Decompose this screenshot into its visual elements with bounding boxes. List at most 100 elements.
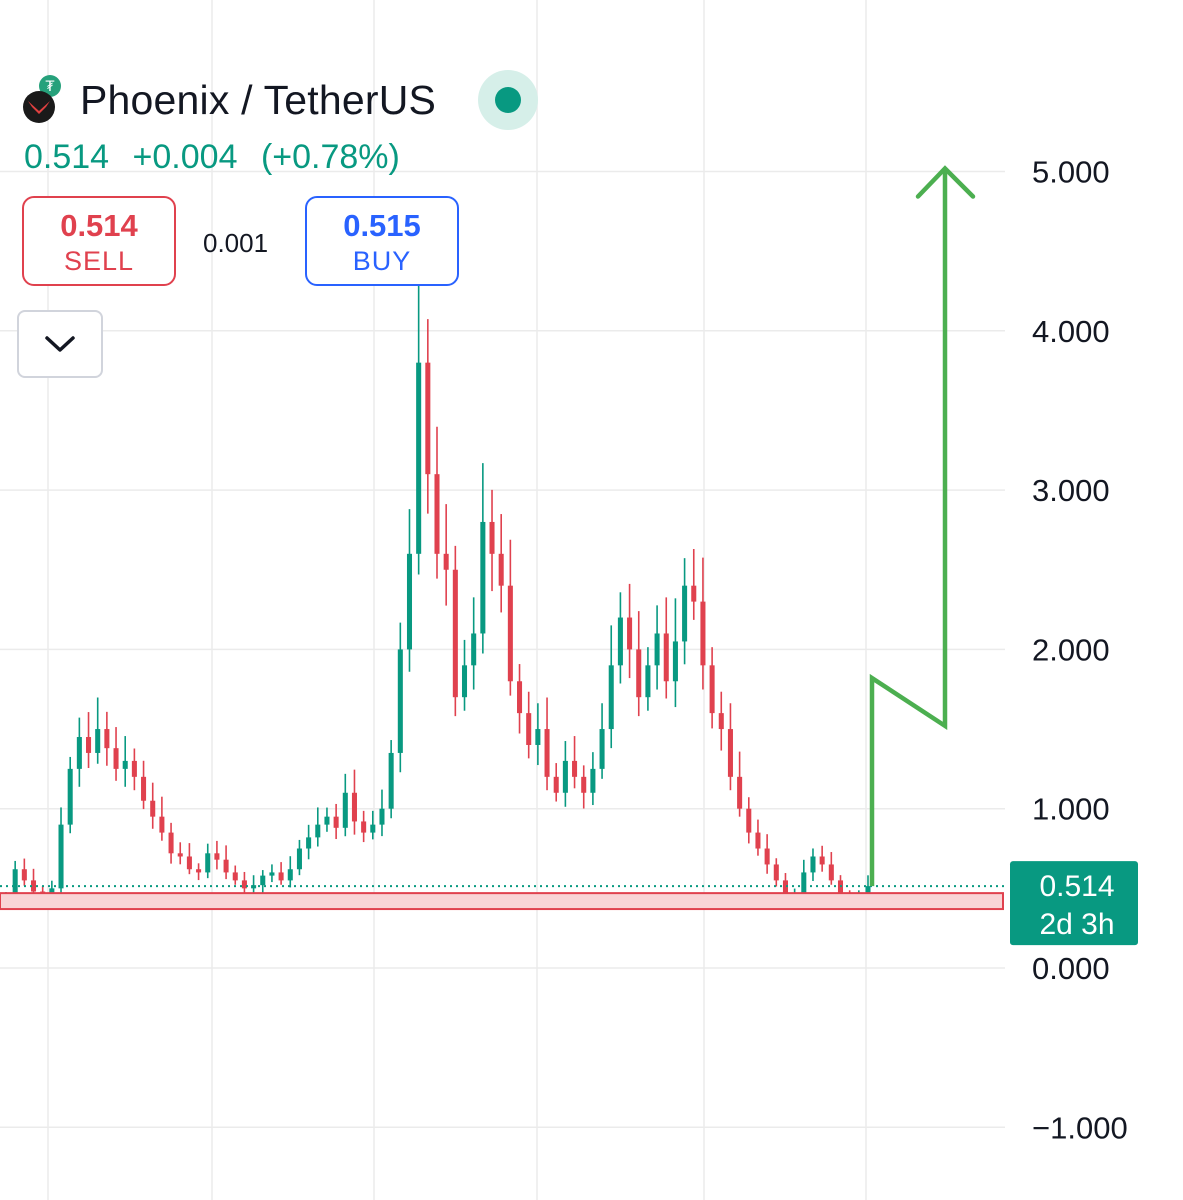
candle: [388, 740, 394, 819]
candle: [663, 597, 669, 699]
candle-body: [682, 585, 688, 642]
candle-body: [406, 553, 413, 650]
candle: [251, 875, 257, 894]
candle-body: [141, 776, 147, 801]
buy-price: 0.515: [343, 208, 421, 243]
candle-body: [627, 617, 633, 650]
candle: [241, 871, 247, 895]
candle-body: [737, 776, 743, 809]
candle: [76, 717, 82, 787]
price-tag: [1010, 861, 1138, 946]
collapse-button[interactable]: [17, 310, 103, 378]
spread-value: 0.001: [203, 228, 269, 258]
candle-body: [608, 665, 614, 730]
candle-body: [315, 824, 321, 838]
candle: [645, 647, 651, 711]
candle-body: [526, 713, 532, 745]
candle: [159, 796, 165, 841]
candle: [810, 848, 816, 882]
candle-body: [700, 601, 706, 666]
candle-body: [755, 832, 761, 849]
candle-body: [205, 853, 211, 873]
candle-body: [306, 837, 312, 849]
candle: [287, 856, 293, 888]
candle: [452, 545, 458, 717]
candle-body: [223, 859, 229, 873]
candle-body: [214, 853, 220, 860]
candle-body: [159, 816, 165, 833]
chart-overlays: [0, 165, 1005, 911]
candle: [379, 789, 385, 837]
candle: [737, 751, 743, 817]
candle: [691, 548, 697, 620]
y-tick-label: 0.000: [1032, 951, 1110, 986]
candle: [269, 864, 275, 883]
symbol-title[interactable]: Phoenix / TetherUS: [80, 76, 437, 123]
candle: [755, 819, 761, 856]
market-status-indicator[interactable]: [478, 70, 539, 130]
candle-body: [663, 633, 669, 682]
candle: [397, 622, 403, 773]
candle: [150, 782, 156, 829]
candle: [416, 282, 422, 575]
candle-body: [709, 665, 715, 714]
candle: [205, 843, 211, 879]
candle-body: [241, 880, 247, 889]
candle: [709, 647, 715, 729]
candle-body: [95, 729, 101, 753]
candle: [406, 509, 413, 672]
candle: [86, 712, 92, 768]
candle: [718, 691, 724, 751]
candle-body: [672, 641, 678, 682]
candle: [526, 691, 532, 759]
quote-line: 0.514 +0.004 (+0.78%): [24, 138, 414, 177]
projection-arrowhead: [915, 165, 976, 199]
candle: [617, 592, 623, 684]
candle-body: [342, 792, 348, 828]
candle-body: [104, 729, 110, 749]
candle: [425, 319, 431, 514]
sell-button[interactable]: 0.514 SELL: [22, 196, 176, 286]
candle-body: [58, 824, 64, 889]
candle: [361, 810, 367, 843]
candle: [122, 736, 128, 787]
candle-body: [801, 872, 807, 897]
candle: [498, 514, 504, 613]
candle: [260, 870, 266, 893]
candle: [471, 597, 477, 690]
candle: [700, 557, 706, 690]
candle-body: [782, 880, 788, 902]
candle-body: [727, 729, 733, 777]
market-open-dot-icon: [495, 87, 522, 113]
candle: [590, 752, 596, 806]
price-axis: −1.000 0.000 1.000 2.000 3.000 4.000 5.000 0.51…: [1010, 155, 1138, 1145]
y-tick-label: −1.000: [1032, 1110, 1128, 1145]
candle-body: [590, 768, 596, 793]
chart-grid: [0, 0, 1005, 1200]
candle: [480, 463, 486, 654]
last-price: 0.514: [24, 138, 110, 176]
candle: [682, 558, 688, 665]
candle: [562, 741, 568, 807]
candle: [727, 703, 733, 791]
candle: [370, 810, 376, 840]
candle-body: [517, 681, 523, 714]
candle: [517, 664, 523, 734]
candle-body: [865, 886, 871, 898]
price-change: +0.004: [132, 138, 238, 176]
candle-body: [324, 816, 330, 825]
candle-body: [535, 729, 541, 745]
buy-button[interactable]: 0.515 BUY: [305, 196, 459, 286]
svg-text:₮: ₮: [46, 79, 55, 95]
candle-body: [498, 553, 504, 586]
symbol-header: ₮ Phoenix / TetherUS: [22, 70, 539, 130]
chevron-down-icon: [45, 336, 75, 352]
candle-body: [507, 585, 513, 682]
candle-body: [443, 553, 449, 570]
projection-path: [869, 171, 948, 887]
buy-label: BUY: [352, 246, 412, 276]
candle: [342, 773, 348, 837]
candle-body: [269, 872, 275, 876]
candle-body: [30, 880, 37, 892]
